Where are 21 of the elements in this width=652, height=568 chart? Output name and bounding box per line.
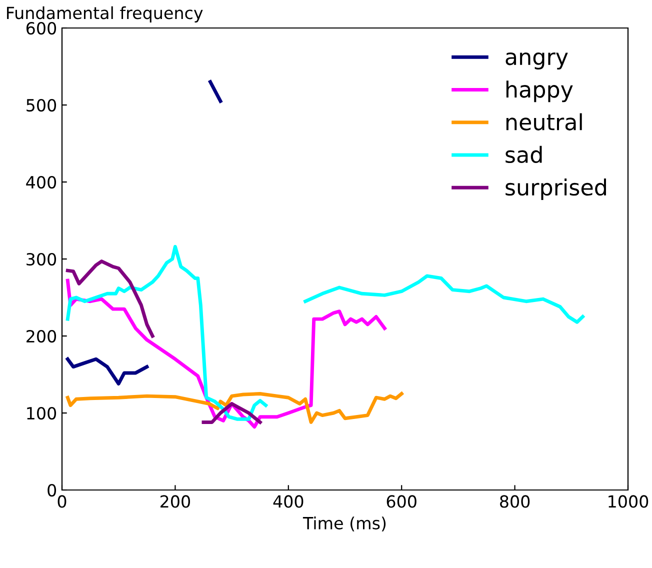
legend-label: sad (506, 146, 542, 164)
y-tick-label: 200 (26, 330, 56, 343)
line-series (66, 392, 404, 424)
y-tick-label: 500 (26, 98, 56, 112)
legend-label: neutral (506, 113, 582, 130)
y-tick-label: 600 (26, 22, 56, 35)
x-tick-label: 400 (273, 495, 304, 508)
y-tick-label: 100 (27, 406, 56, 420)
y-tick-label: 300 (26, 252, 56, 266)
y-tick-label: 400 (26, 176, 56, 189)
legend-label: happy (506, 80, 573, 102)
x-tick-label: 200 (160, 495, 190, 508)
y-axis-title: Fundamental frequency (7, 6, 203, 22)
x-tick-label: 0 (58, 495, 66, 508)
x-tick-label: 600 (386, 495, 416, 508)
x-axis-title: Time (ms) (302, 516, 386, 532)
legend-label: surprised (506, 178, 606, 200)
x-tick-label: 800 (500, 495, 530, 508)
y-tick-label: 0 (48, 484, 56, 497)
x-tick-label: 1000 (608, 495, 648, 508)
legend-label: angry (506, 52, 568, 70)
